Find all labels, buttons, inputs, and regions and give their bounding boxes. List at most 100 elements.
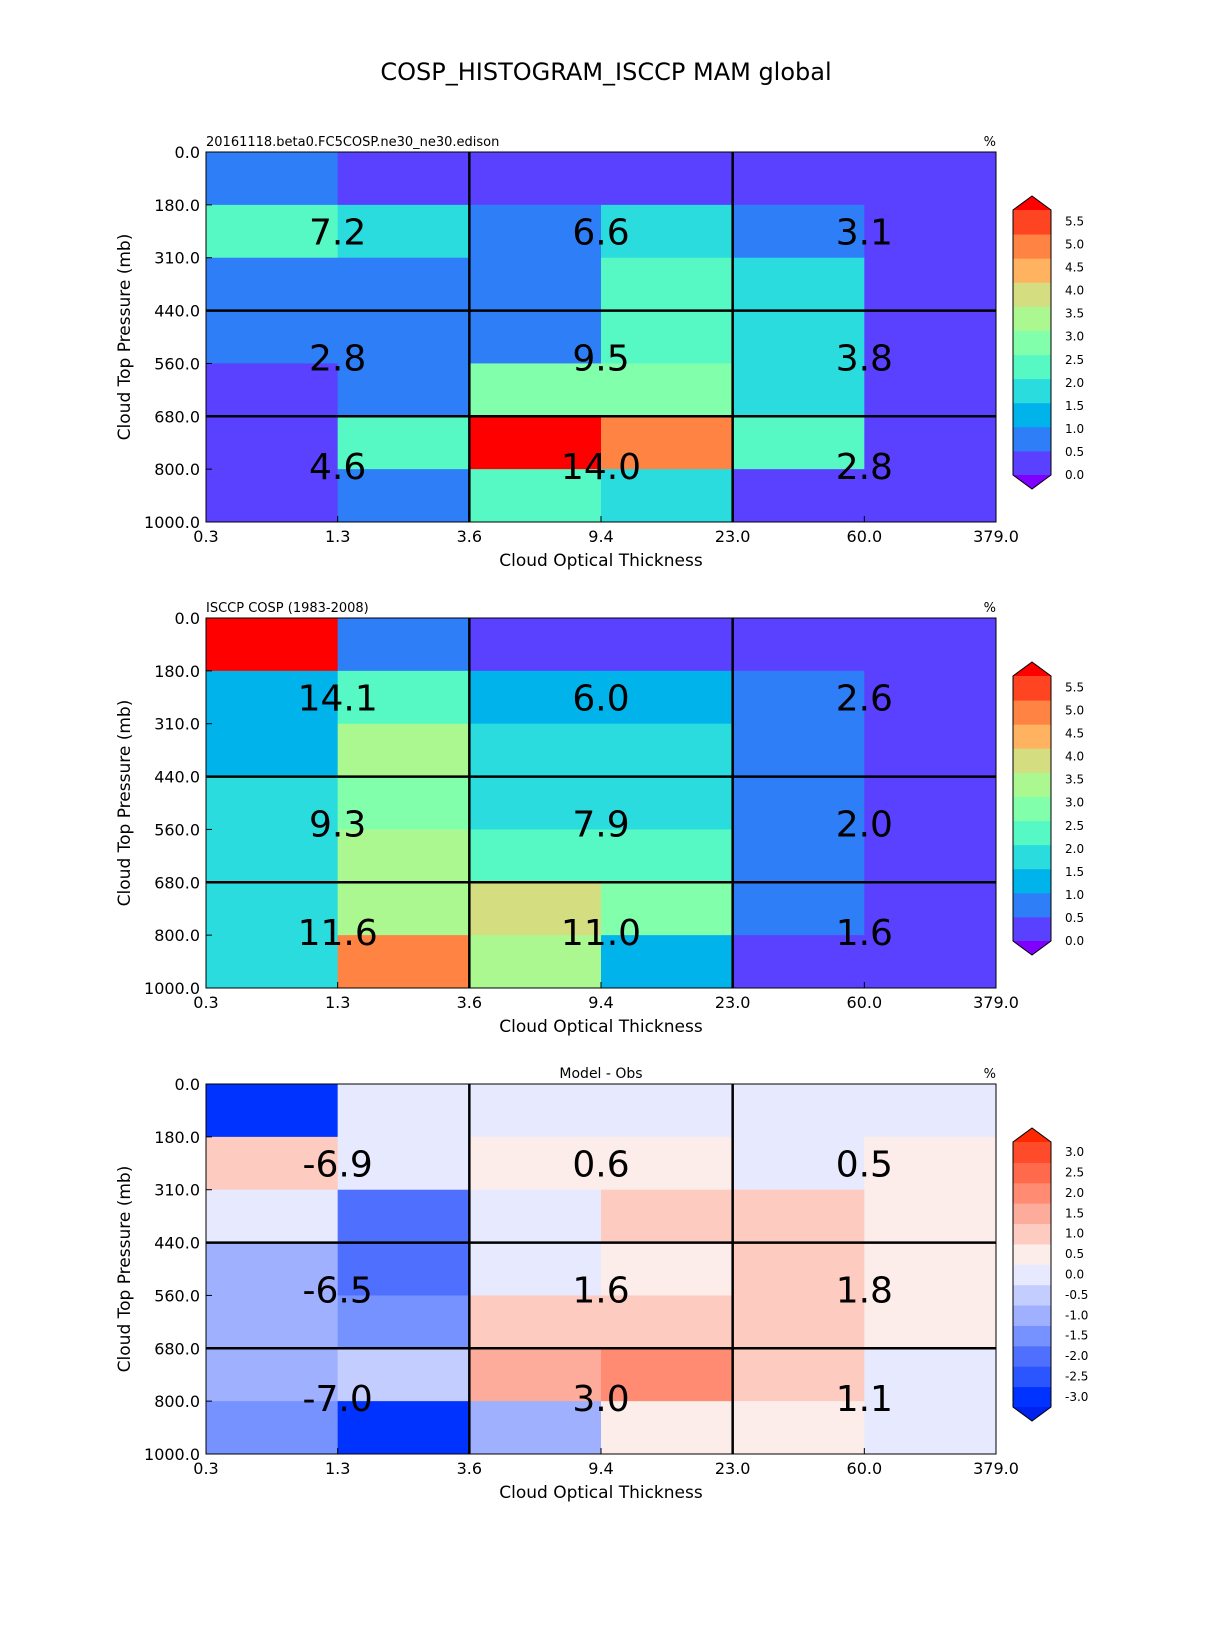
heatmap-cell [337,1084,470,1138]
heatmap-cell [601,152,734,206]
colorbar-segment [1013,844,1051,870]
heatmap-cell [864,204,997,259]
colorbar-tick-label: 3.5 [1065,307,1084,321]
colorbar-segment [1013,724,1051,749]
x-tick-label: 3.6 [457,1459,482,1478]
colorbar-tick-label: 3.5 [1065,773,1084,787]
panel-title-left: ISCCP COSP (1983-2008) [206,601,369,616]
heatmap-cell [732,670,865,725]
colorbar-segment [1013,1325,1051,1347]
x-axis-label: Cloud Optical Thickness [499,1483,703,1503]
y-tick-label: 440.0 [154,302,200,321]
heatmap-cell [206,618,339,672]
heatmap-cell [601,935,734,989]
heatmap-cell [206,469,339,523]
heatmap-cell [601,670,734,725]
group-total-label: 2.6 [836,678,893,719]
heatmap-cell [337,776,470,830]
y-tick-label: 1000.0 [144,1445,200,1464]
y-tick-label: 800.0 [154,460,200,479]
group-total-label: -6.9 [303,1144,373,1185]
heatmap-cell [206,776,339,830]
heatmap-cell [864,416,997,470]
colorbar-segment [1013,1223,1051,1245]
y-tick-label: 800.0 [154,1392,200,1411]
heatmap-cell [732,1189,865,1244]
heatmap-cell [864,1348,997,1402]
x-tick-label: 379.0 [973,1459,1019,1478]
x-tick-label: 0.3 [193,993,218,1012]
heatmap-cell [864,363,997,417]
heatmap-cell [469,1348,602,1402]
heatmap-cell [337,723,470,778]
group-total-label: 14.0 [561,447,641,488]
colorbar-segment [1013,306,1051,331]
colorbar-tick-label: 2.5 [1065,819,1084,833]
colorbar-tick-label: 1.0 [1065,888,1084,902]
heatmap-cell [732,257,865,312]
panel-title-center: Model - Obs [559,1066,642,1082]
y-axis-label: Cloud Top Pressure (mb) [115,234,135,441]
heatmap-cell [206,1348,339,1402]
heatmap-cell [732,882,865,936]
colorbar-segment [1013,354,1051,380]
y-tick-label: 180.0 [154,196,200,215]
colorbar-extend-min [1013,475,1051,489]
heatmap-cell [337,363,470,417]
heatmap-cell [601,1084,734,1138]
group-total-label: 3.1 [836,212,893,253]
colorbar-segment [1013,1142,1051,1163]
heatmap-cell [864,723,997,778]
group-total-label: 1.8 [836,1270,893,1311]
heatmap-cell [337,1348,470,1402]
y-tick-label: 800.0 [154,926,200,945]
colorbar-outline [1012,1127,1052,1422]
group-total-label: 3.8 [836,338,893,379]
colorbar-segment [1013,1182,1051,1204]
heatmap-cell [732,204,865,259]
heatmap-cell [864,257,997,312]
colorbar-segment [1013,210,1051,235]
colorbar-extend-max [1013,662,1051,676]
colorbar-segment [1013,892,1051,918]
colorbar-tick-label: 2.5 [1065,1166,1084,1180]
heatmap-cell [601,1295,734,1349]
units-label: % [984,135,996,150]
heatmap-cell [206,257,339,312]
colorbar-tick-label: 1.0 [1065,422,1084,436]
heatmap-cell [337,882,470,936]
heatmap-cell [337,670,470,725]
heatmap-panel-2: 14.1 6.0 2.6 9.3 7.9 2.0 11.6 11.0 1.6 0.0 180.0 31… [115,601,1084,1037]
heatmap-cell [864,935,997,989]
group-total-label: 2.0 [836,804,893,845]
colorbar-tick-label: 0.5 [1065,911,1084,925]
colorbar-segment [1013,330,1051,356]
colorbar-segment [1013,1305,1051,1326]
heatmap-cell [601,416,734,470]
heatmap-cell [469,469,602,523]
colorbar-tick-label: 4.0 [1065,284,1084,298]
group-total-label: 7.2 [309,212,366,253]
group-total-label: -7.0 [303,1379,373,1420]
colorbar-tick-label: -2.5 [1065,1369,1088,1383]
colorbar-segment [1013,378,1051,404]
heatmap-panel-3: -6.9 0.6 0.5 -6.5 1.6 1.8 -7.0 3.0 1.1 0.0 180.0 31… [115,1066,1088,1503]
heatmap-cell [732,935,865,989]
heatmap-cell [469,257,602,312]
heatmap-cell [469,723,602,778]
colorbar-segment [1013,1386,1051,1408]
heatmap-cell [469,152,602,206]
colorbar-segment [1013,426,1051,452]
colorbar-tick-label: 4.5 [1065,727,1084,741]
y-tick-label: 310.0 [154,715,200,734]
heatmap-cell [732,416,865,470]
x-tick-label: 60.0 [847,1459,883,1478]
colorbar-outline [1012,661,1052,956]
colorbar-segment [1013,1366,1051,1388]
x-tick-label: 1.3 [325,993,350,1012]
y-tick-label: 180.0 [154,662,200,681]
heatmap-cell [601,363,734,417]
heatmap-cell [206,1084,339,1138]
y-tick-label: 1000.0 [144,979,200,998]
